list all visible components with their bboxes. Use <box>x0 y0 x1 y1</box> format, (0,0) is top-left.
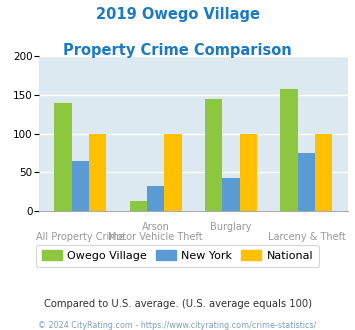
Bar <box>130 201 147 211</box>
Text: Compared to U.S. average. (U.S. average equals 100): Compared to U.S. average. (U.S. average … <box>44 299 311 309</box>
Legend: Owego Village, New York, National: Owego Village, New York, National <box>36 245 319 267</box>
Bar <box>223 178 240 211</box>
Text: Burglary: Burglary <box>211 222 252 232</box>
Text: 2019 Owego Village: 2019 Owego Village <box>95 7 260 21</box>
Bar <box>205 99 223 211</box>
Text: All Property Crime: All Property Crime <box>36 232 125 242</box>
Bar <box>89 134 106 211</box>
Text: Motor Vehicle Theft: Motor Vehicle Theft <box>109 232 203 242</box>
Text: © 2024 CityRating.com - https://www.cityrating.com/crime-statistics/: © 2024 CityRating.com - https://www.city… <box>38 321 317 330</box>
Bar <box>164 134 182 211</box>
Text: Larceny & Theft: Larceny & Theft <box>268 232 345 242</box>
Bar <box>298 153 315 211</box>
Bar <box>280 89 298 211</box>
Text: Arson: Arson <box>142 222 170 232</box>
Bar <box>55 103 72 211</box>
Bar <box>147 186 164 211</box>
Bar <box>72 161 89 211</box>
Bar <box>240 134 257 211</box>
Bar <box>315 134 332 211</box>
Text: Property Crime Comparison: Property Crime Comparison <box>63 43 292 58</box>
